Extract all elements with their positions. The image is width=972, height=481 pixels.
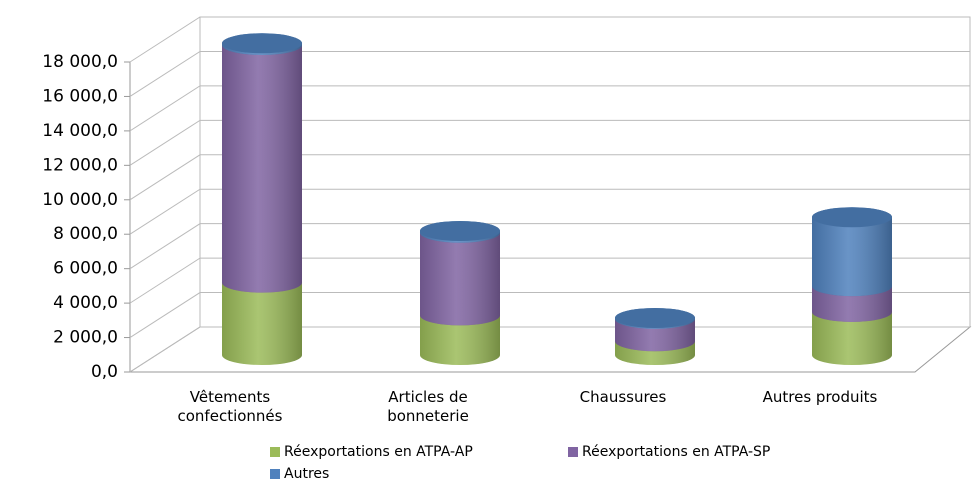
y-tick-label: 16 000,0 [42,86,118,106]
cylinder-shade [222,272,302,365]
y-tick-label: 2 000,0 [53,328,118,348]
legend-swatch [568,447,578,457]
x-tick-label: Chaussures [579,388,667,406]
cylinder-top [222,33,302,54]
cylinder-shade [812,207,893,297]
legend-item: Réexportations en ATPA-SP [568,444,770,460]
x-tick-label: Vêtements confectionnés [177,388,283,425]
cylinder-shade [420,222,500,326]
grid-line [129,223,970,270]
cylinder-shade [222,35,302,293]
y-tick-label: 18 000,0 [42,52,118,72]
x-tick-label: Autres produits [762,388,878,406]
cylinder-top [615,307,695,328]
grid-line [129,50,970,97]
grid-line [129,257,970,304]
grid-line [129,326,970,373]
y-tick-label: 4 000,0 [53,293,118,313]
cylinder-top [812,207,892,228]
grid-line [129,292,970,338]
grid-line [129,85,970,132]
x-tick-label: Articles de bonneterie [387,388,469,425]
legend-item: Réexportations en ATPA-AP [270,444,473,460]
y-tick-label: 8 000,0 [53,224,118,244]
legend-label: Réexportations en ATPA-SP [582,444,771,460]
grid-line [129,119,970,166]
grid-line [129,16,970,63]
grid-line [129,188,970,235]
legend-swatch [270,447,280,457]
y-tick-label: 6 000,0 [53,259,118,279]
legend-label: Réexportations en ATPA-AP [284,444,473,460]
y-tick-label: 0,0 [91,362,118,382]
legend-item: Autres [270,466,329,481]
cylinder-top [420,221,500,241]
y-tick-label: 14 000,0 [42,121,118,141]
legend-label: Autres [284,466,330,481]
y-tick-label: 10 000,0 [42,190,118,210]
legend-swatch [270,469,280,479]
y-tick-label: 12 000,0 [42,155,118,175]
grid-line [129,154,970,201]
